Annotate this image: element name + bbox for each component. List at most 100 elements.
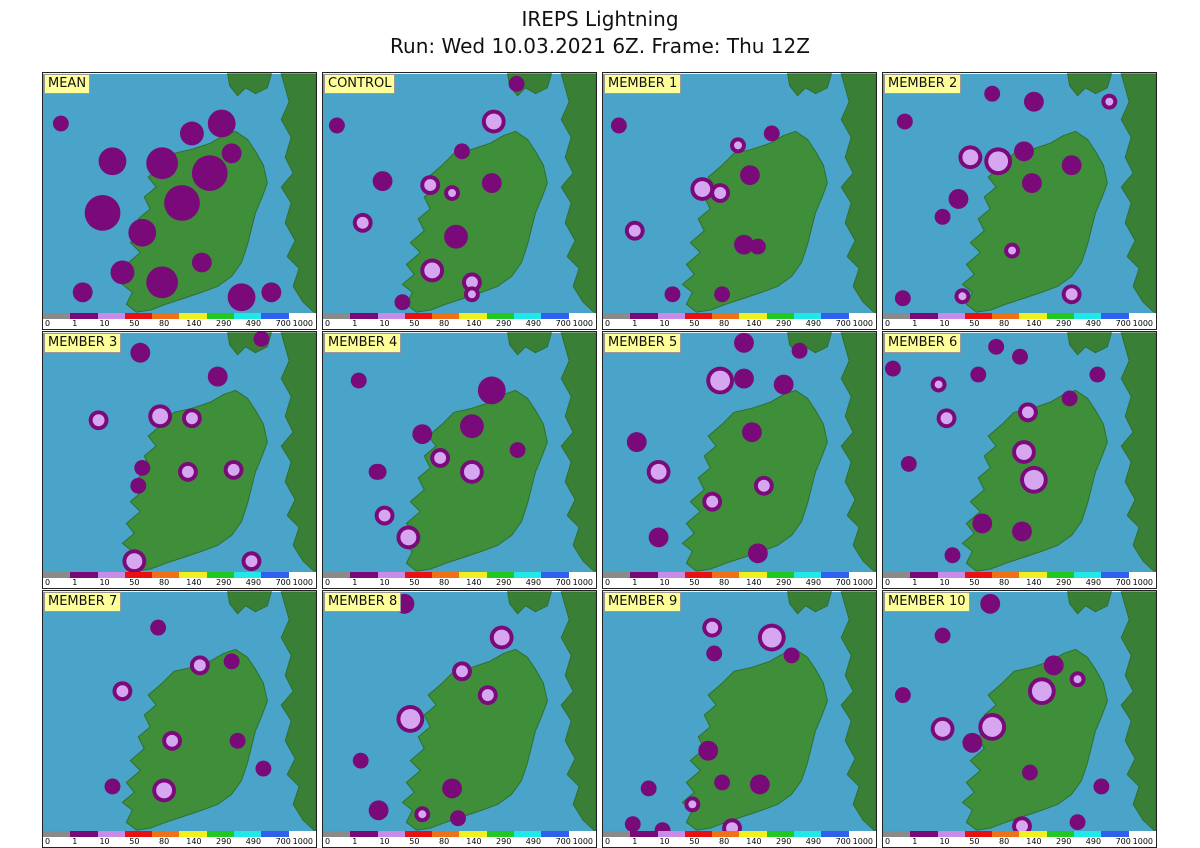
legend-swatch bbox=[1046, 831, 1075, 837]
legend-swatch bbox=[97, 313, 125, 319]
legend-swatch bbox=[1128, 313, 1156, 319]
legend-tick-label: 10 bbox=[659, 837, 670, 846]
map-panel-member-9: MEMBER 9 0 1 10 50 80 140 290 490 700 1000 bbox=[602, 590, 877, 848]
legend-tick-label: 0 bbox=[885, 837, 891, 846]
lightning-area bbox=[640, 780, 657, 797]
legend-tick-label: 700 bbox=[555, 578, 571, 587]
lightning-area bbox=[84, 194, 121, 231]
lightning-area bbox=[368, 800, 389, 821]
map-panel-member-7: MEMBER 7 0 1 10 50 80 140 290 490 700 1000 bbox=[42, 590, 317, 848]
lightning-area bbox=[1061, 390, 1078, 407]
lightning-area bbox=[1021, 173, 1042, 194]
legend-tick-label: 700 bbox=[1115, 837, 1131, 846]
lightning-area bbox=[444, 224, 468, 249]
lightning-area bbox=[900, 455, 917, 472]
legend-tick-label: 10 bbox=[659, 319, 670, 328]
legend-tick-label: 0 bbox=[45, 578, 51, 587]
legend-tick-label: 0 bbox=[605, 837, 611, 846]
lightning-map bbox=[603, 73, 876, 315]
lightning-core bbox=[418, 810, 427, 819]
lightning-core bbox=[1023, 469, 1044, 490]
legend-tick-label: 1 bbox=[632, 837, 638, 846]
lightning-area bbox=[944, 547, 961, 564]
legend-tick-label: 10 bbox=[99, 837, 110, 846]
legend-swatch bbox=[377, 313, 405, 319]
legend-swatch bbox=[883, 572, 911, 578]
lightning-area bbox=[1061, 155, 1082, 176]
legend-tick-label: 50 bbox=[129, 578, 140, 587]
lightning-core bbox=[424, 262, 441, 279]
lightning-area bbox=[477, 376, 506, 405]
lightning-area bbox=[150, 619, 167, 636]
legend-tick-label: 80 bbox=[719, 837, 730, 846]
legend-color-bar bbox=[43, 313, 316, 319]
legend-tick-label: 140 bbox=[186, 578, 202, 587]
legend-tick-label: 50 bbox=[969, 319, 980, 328]
great-britain-land bbox=[840, 73, 876, 315]
lightning-area bbox=[207, 109, 236, 138]
lightning-area bbox=[146, 266, 179, 299]
legend-swatch bbox=[910, 572, 938, 578]
legend-color-bar bbox=[883, 572, 1156, 578]
legend-color-bar bbox=[323, 313, 596, 319]
lightning-map bbox=[323, 591, 596, 833]
lightning-area bbox=[130, 342, 151, 363]
lightning-area bbox=[1021, 764, 1038, 781]
map-panel-member-6: MEMBER 6 0 1 10 50 80 140 290 490 700 1000 bbox=[882, 331, 1157, 589]
lightning-core bbox=[1016, 444, 1032, 460]
lightning-core bbox=[400, 709, 421, 729]
legend-swatch bbox=[964, 831, 993, 837]
legend-tick-label: 490 bbox=[525, 837, 542, 846]
legend-swatch bbox=[1046, 572, 1075, 578]
legend-swatch bbox=[288, 831, 316, 837]
legend-swatch bbox=[684, 831, 713, 837]
legend-tick-label: 700 bbox=[555, 319, 571, 328]
legend-swatch bbox=[404, 313, 433, 319]
great-britain-land bbox=[280, 332, 316, 574]
legend-tick-label: 0 bbox=[885, 319, 891, 328]
scotland-land bbox=[1067, 73, 1112, 97]
lightning-area bbox=[255, 760, 272, 777]
lightning-area bbox=[253, 332, 270, 347]
lightning-core bbox=[92, 414, 105, 427]
legend-tick-label: 50 bbox=[689, 578, 700, 587]
lightning-core bbox=[434, 452, 447, 464]
lightning-area bbox=[972, 513, 993, 534]
legend-tick-label: 490 bbox=[805, 578, 822, 587]
lightning-area bbox=[207, 366, 228, 387]
lightning-area bbox=[164, 185, 200, 221]
lightning-map bbox=[323, 73, 596, 315]
legend-swatch bbox=[712, 572, 740, 578]
legend-swatch bbox=[261, 572, 289, 578]
legend-swatch bbox=[992, 831, 1020, 837]
lightning-area bbox=[454, 143, 470, 160]
legend-swatch bbox=[684, 572, 713, 578]
legend-tick-label: 80 bbox=[999, 578, 1010, 587]
panel-label: MEMBER 7 bbox=[44, 592, 122, 612]
scotland-land bbox=[227, 591, 272, 615]
lightning-core bbox=[962, 149, 979, 166]
legend-tick-label: 700 bbox=[555, 837, 571, 846]
color-legend: 0 1 10 50 80 140 290 490 700 1000 bbox=[323, 831, 596, 847]
legend-tick-label: 700 bbox=[835, 319, 851, 328]
legend-tick-label: 0 bbox=[45, 319, 51, 328]
legend-swatch bbox=[603, 313, 631, 319]
map-panel-member-1: MEMBER 1 0 1 10 50 80 140 290 490 700 1000 bbox=[602, 72, 877, 330]
legend-tick-label: 50 bbox=[689, 837, 700, 846]
legend-tick-label: 1000 bbox=[1132, 837, 1153, 846]
legend-swatch bbox=[432, 572, 460, 578]
lightning-core bbox=[193, 659, 206, 672]
color-legend: 0 1 10 50 80 140 290 490 700 1000 bbox=[323, 313, 596, 329]
legend-tick-label: 1000 bbox=[292, 837, 313, 846]
legend-swatch bbox=[992, 313, 1020, 319]
lightning-area bbox=[134, 459, 151, 476]
legend-swatch bbox=[603, 572, 631, 578]
color-legend: 0 1 10 50 80 140 290 490 700 1000 bbox=[603, 572, 876, 588]
lightning-area bbox=[747, 543, 768, 564]
legend-tick-label: 490 bbox=[525, 578, 542, 587]
lightning-area bbox=[984, 85, 1001, 102]
legend-tick-label: 700 bbox=[1115, 578, 1131, 587]
legend-tick-label: 290 bbox=[496, 837, 512, 846]
legend-swatch bbox=[766, 831, 795, 837]
map-panel-member-5: MEMBER 5 0 1 10 50 80 140 290 490 700 1000 bbox=[602, 331, 877, 589]
